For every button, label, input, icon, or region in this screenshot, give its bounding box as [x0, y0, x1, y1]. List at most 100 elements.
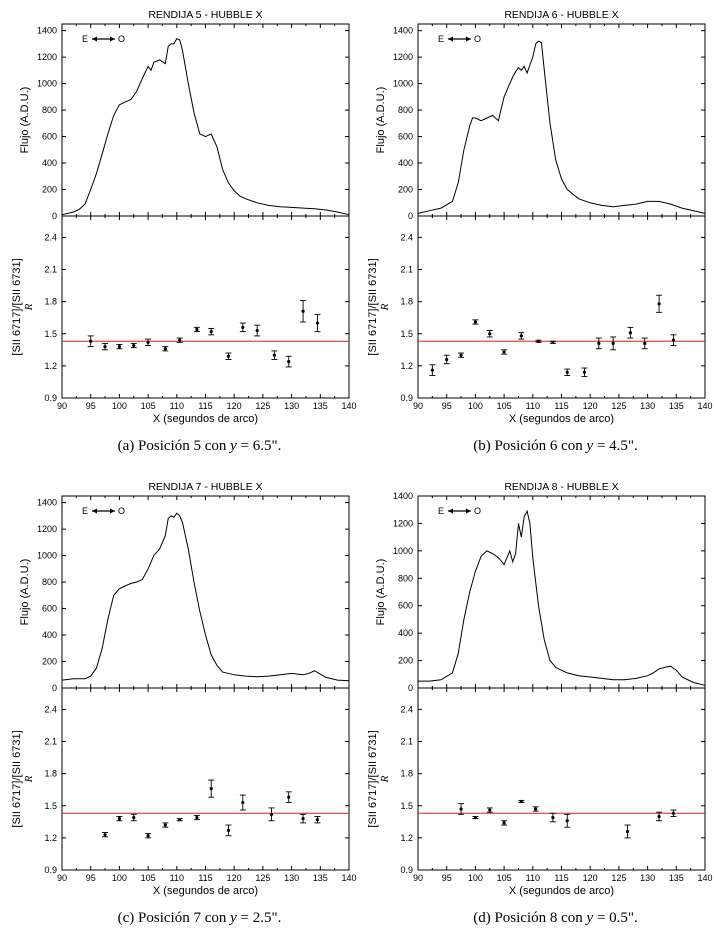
caption: (a) Posición 5 con y = 6.5".: [118, 438, 282, 454]
ratio-point: [624, 824, 631, 839]
ratio-point: [595, 337, 602, 350]
ratio-y-axis-label: [SII 6717]/[SII 6731]: [367, 730, 379, 827]
ratio-y-tick-label: 0.9: [400, 865, 413, 875]
flux-y-tick-label: 400: [398, 158, 413, 168]
x-tick-label: 140: [697, 401, 712, 411]
data-point: [226, 828, 231, 832]
ratio-y-tick-label: 2.1: [44, 737, 57, 747]
ratio-point: [518, 332, 525, 340]
data-point: [132, 815, 136, 820]
x-tick-label: 110: [526, 401, 540, 411]
ratio-point: [314, 816, 321, 824]
data-point: [146, 834, 150, 838]
x-tick-label: 100: [468, 401, 483, 411]
ratio-y-tick-label: 2.1: [400, 265, 413, 275]
x-tick-label: 125: [611, 401, 626, 411]
ratio-point: [254, 324, 261, 337]
flux-y-tick-label: 600: [398, 132, 413, 142]
flux-y-tick-label: 400: [42, 630, 57, 640]
ratio-point: [549, 812, 556, 823]
data-point: [565, 370, 569, 374]
direction-label-east: E: [82, 506, 88, 516]
ratio-y-tick-label: 1.2: [44, 833, 57, 843]
data-point: [671, 338, 676, 342]
data-point: [241, 800, 245, 805]
ratio-point: [239, 794, 246, 811]
ratio-y-tick-label: 0.9: [44, 865, 57, 875]
flux-y-tick-label: 200: [42, 185, 57, 195]
x-tick-label: 130: [640, 873, 655, 883]
x-tick-label: 105: [141, 873, 156, 883]
data-point: [597, 341, 601, 345]
data-point: [315, 321, 320, 325]
x-tick-label: 135: [313, 401, 328, 411]
flux-y-axis-label: Flujo (A.D.U.): [19, 559, 31, 626]
data-point: [582, 370, 587, 374]
x-tick-label: 135: [669, 873, 684, 883]
x-tick-label: 110: [170, 401, 184, 411]
data-point: [430, 368, 434, 372]
ratio-y-tick-label: 2.1: [400, 737, 413, 747]
ratio-y-axis-symbol: R: [379, 775, 391, 783]
data-point: [611, 341, 615, 345]
ratio-point: [581, 367, 588, 378]
data-point: [445, 357, 449, 362]
flux-y-tick-label: 1200: [37, 52, 57, 62]
ratio-y-tick-label: 1.2: [44, 361, 57, 371]
x-tick-label: 105: [497, 873, 512, 883]
ratio-point: [271, 350, 278, 360]
data-point: [657, 814, 661, 819]
data-point: [269, 812, 274, 816]
data-point: [226, 354, 231, 358]
data-point: [536, 339, 541, 343]
direction-label-east: E: [82, 34, 88, 44]
x-tick-label: 90: [57, 401, 67, 411]
flux-y-tick-label: 800: [42, 105, 57, 115]
caption-text: (b) Posición 6 con: [473, 438, 586, 454]
flux-y-tick-label: 1200: [393, 518, 413, 528]
x-axis-label: X (segundos de arco): [509, 885, 614, 897]
x-tick-label: 105: [497, 401, 512, 411]
flux-line: [417, 40, 706, 214]
flux-frame: [61, 495, 350, 689]
x-tick-label: 130: [284, 401, 299, 411]
data-point: [301, 817, 305, 821]
flux-y-tick-label: 600: [398, 601, 413, 611]
ratio-y-axis-symbol: R: [379, 303, 391, 311]
flux-y-tick-label: 1200: [393, 52, 413, 62]
x-tick-label: 115: [554, 873, 568, 883]
caption: (d) Posición 8 con y = 0.5".: [473, 910, 638, 926]
data-point: [209, 787, 213, 791]
data-point: [488, 808, 492, 812]
ratio-point: [458, 803, 465, 815]
x-tick-label: 125: [255, 401, 270, 411]
ratio-point: [472, 815, 479, 820]
ratio-point: [116, 344, 123, 350]
ratio-point: [501, 820, 508, 826]
ratio-point: [532, 806, 539, 812]
ratio-point: [443, 354, 450, 365]
ratio-point: [176, 818, 183, 822]
x-axis-label: X (segundos de arco): [153, 413, 258, 425]
ratio-point: [656, 811, 663, 822]
x-tick-label: 100: [468, 873, 483, 883]
caption-text: (a) Posición 5 con: [118, 438, 230, 454]
ratio-point: [285, 355, 292, 368]
flux-y-axis-label: Flujo (A.D.U.): [375, 559, 387, 626]
caption-text: (c) Posición 7 con: [118, 910, 230, 926]
ratio-point: [518, 799, 525, 804]
ratio-y-axis-label: [SII 6717]/[SII 6731]: [367, 258, 379, 355]
flux-y-tick-label: 800: [42, 577, 57, 587]
ratio-y-tick-label: 1.5: [44, 801, 57, 811]
ratio-y-axis-symbol: R: [23, 303, 35, 311]
data-point: [301, 309, 305, 313]
x-tick-label: 90: [57, 873, 67, 883]
ratio-y-tick-label: 1.5: [44, 329, 57, 339]
panel-d: RENDIJA 8 - HUBBLE X 90 95 100 105 110 115 120 1…: [367, 481, 713, 926]
ratio-point: [102, 342, 109, 351]
ratio-point: [535, 339, 542, 343]
ratio-y-axis-label: [SII 6717]/[SII 6731]: [11, 258, 23, 355]
ratio-y-tick-label: 1.2: [400, 833, 413, 843]
ratio-y-tick-label: 2.4: [44, 232, 57, 242]
